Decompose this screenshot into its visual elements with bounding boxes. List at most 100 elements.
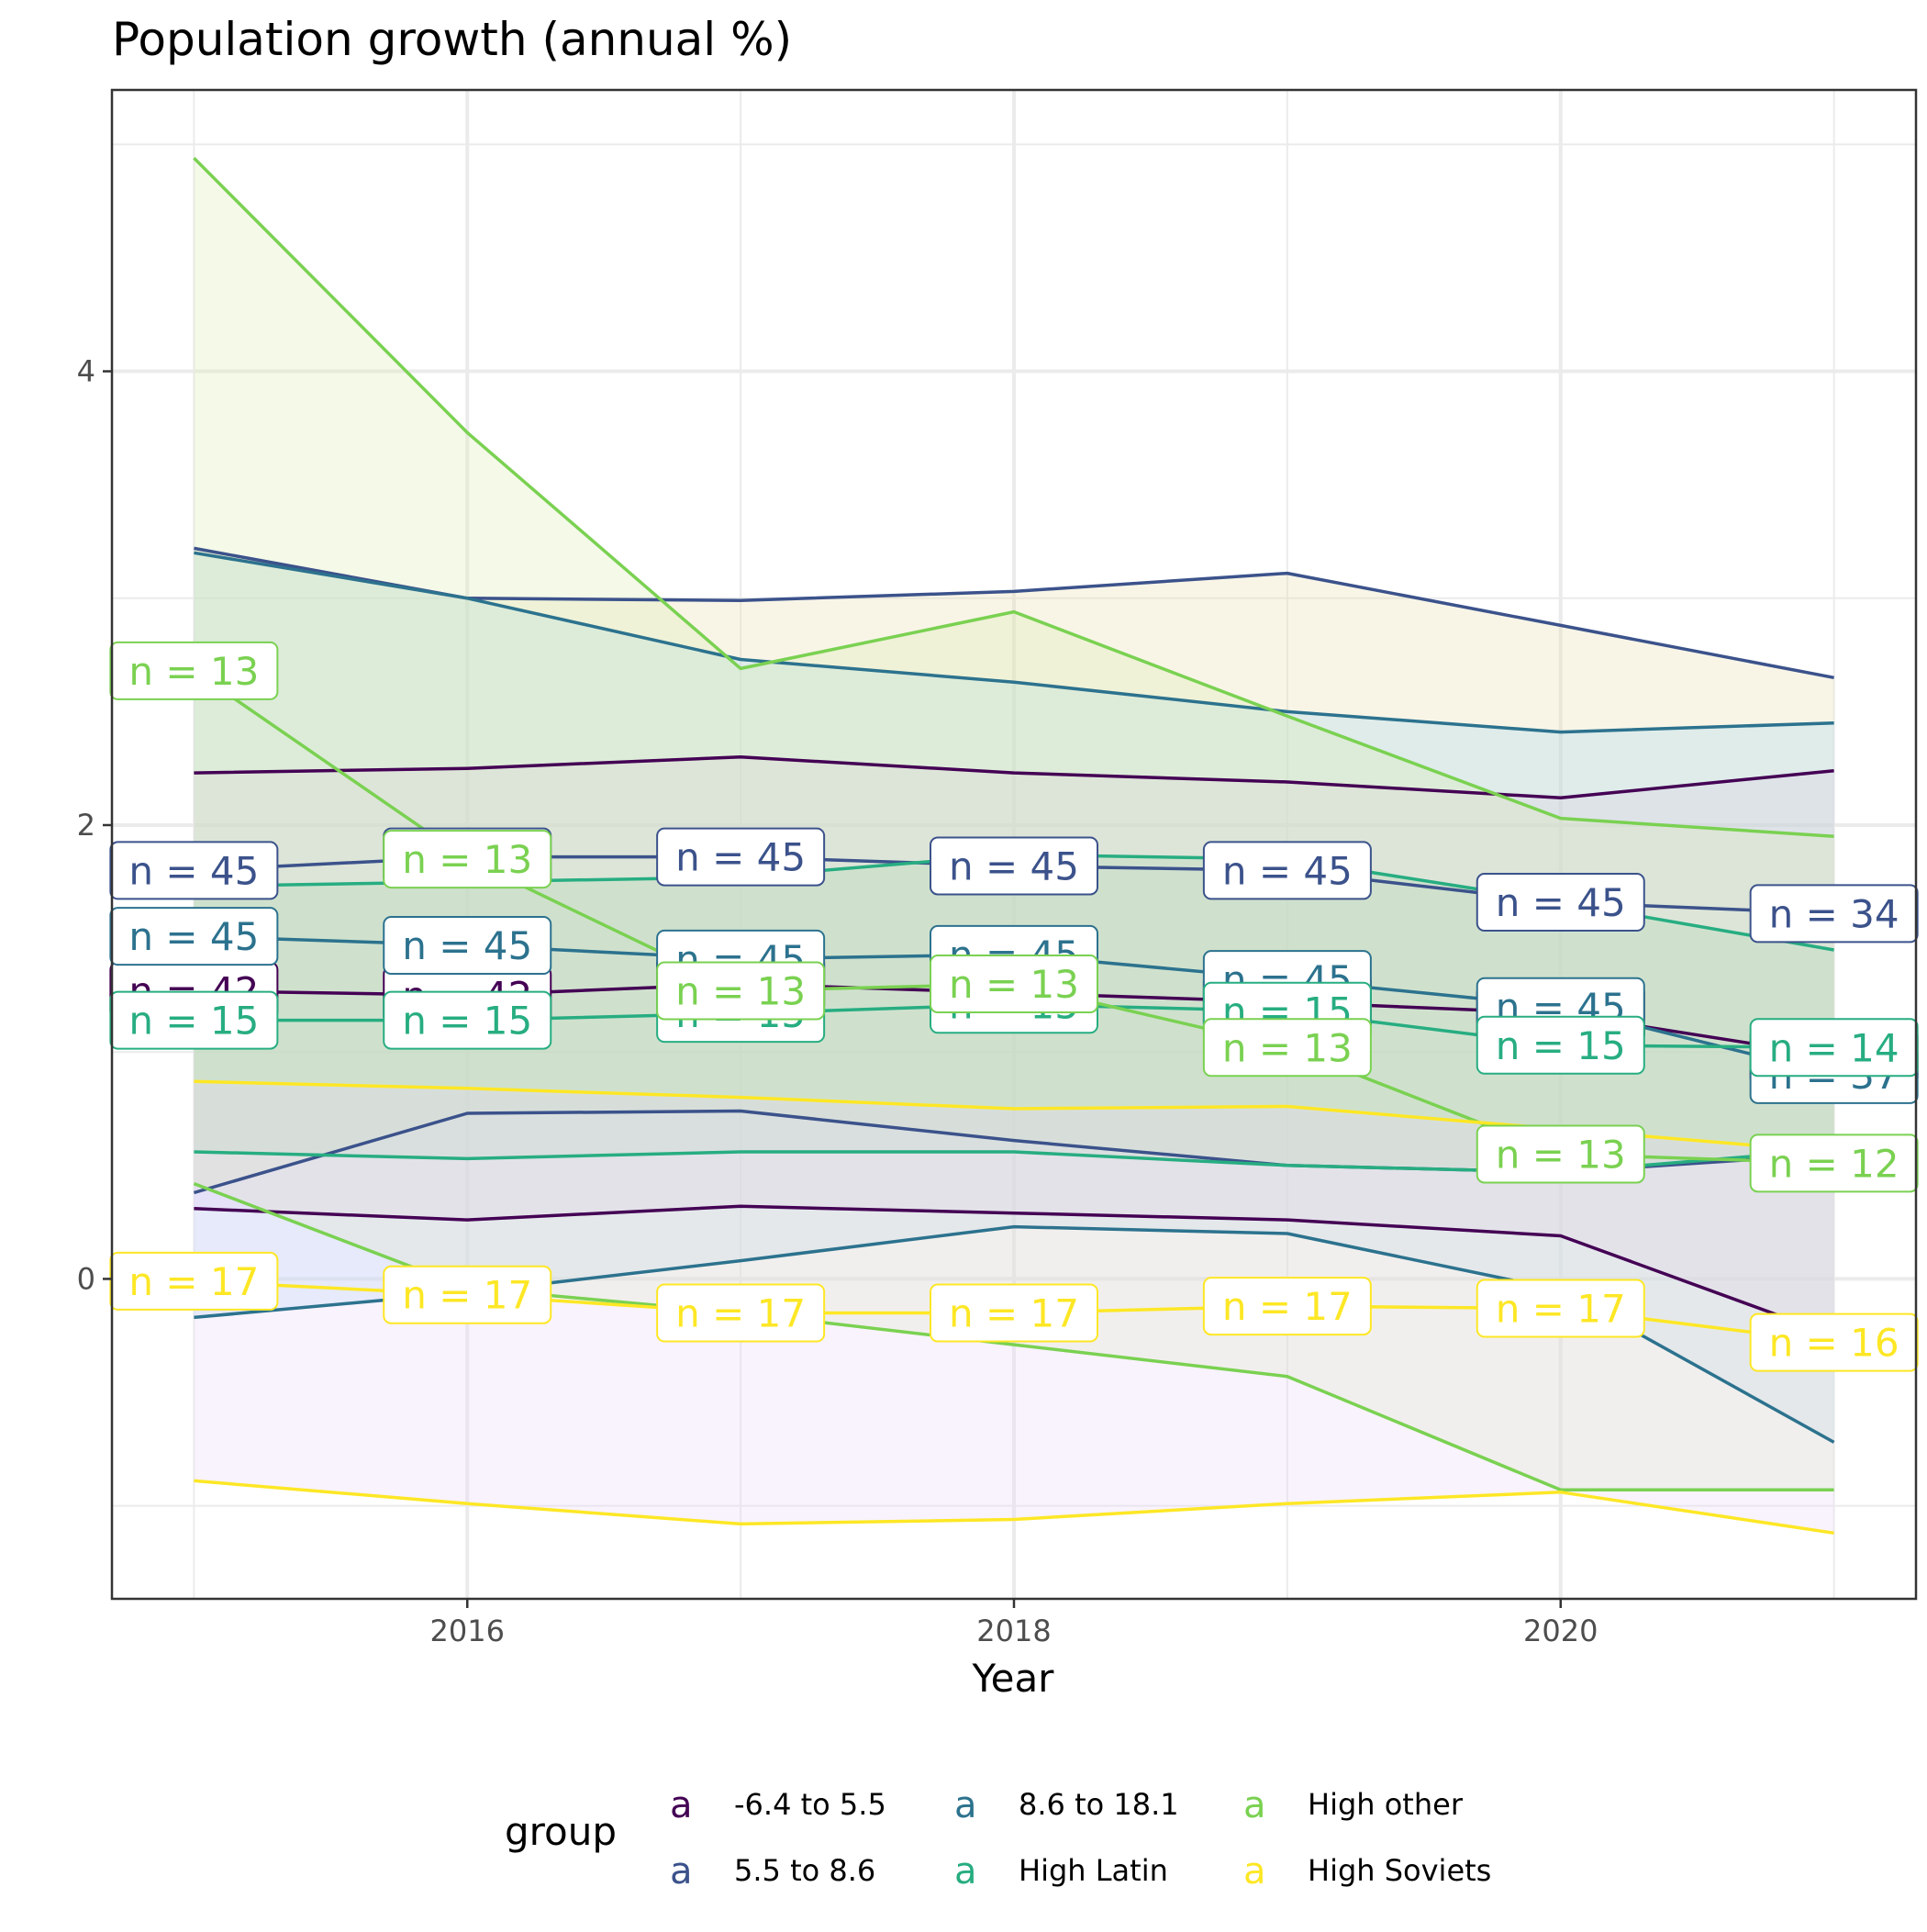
count-label-box (109, 907, 279, 966)
count-label-text: n = 45 (402, 923, 532, 968)
count-label-box (656, 1283, 826, 1343)
count-label-box (109, 641, 279, 700)
count-label-series-2: n = 45 (109, 907, 279, 966)
legend-item-0: a -6.4 to 5.5 (670, 1784, 886, 1826)
count-label-text: n = 17 (1222, 1284, 1353, 1329)
count-label-series-5: n = 17 (1202, 1277, 1372, 1336)
count-label-box (1476, 873, 1645, 932)
count-label-box (1202, 841, 1372, 900)
legend-label: 5.5 to 8.6 (734, 1853, 875, 1888)
legend-label: High Soviets (1308, 1853, 1491, 1888)
y-tick-label: 0 (77, 1261, 95, 1296)
upper-line-series-4 (193, 156, 1834, 839)
count-label-text: n = 45 (128, 848, 259, 893)
count-label-box (383, 830, 552, 889)
count-label-series-5: n = 16 (1749, 1312, 1919, 1372)
legend-key-glyph: a (670, 1784, 693, 1826)
count-label-box (1202, 1018, 1372, 1078)
count-label-series-4: n = 13 (1476, 1124, 1645, 1184)
count-label-box (1749, 1312, 1919, 1372)
legend-item-3: a High Latin (954, 1850, 1168, 1893)
count-label-series-1: n = 34 (1749, 884, 1919, 944)
count-label-box (1202, 1277, 1372, 1336)
axes: 0 2 4 2016 2018 2020 (77, 88, 1918, 1648)
y-tick-label: 2 (77, 808, 95, 843)
legend-key-glyph: a (954, 1784, 977, 1826)
gridlines (112, 90, 1916, 1599)
count-label-text: n = 45 (675, 835, 806, 880)
count-label-series-4: n = 13 (656, 961, 826, 1021)
count-label-text: n = 45 (1222, 848, 1353, 893)
count-label-text: n = 15 (1496, 1023, 1626, 1068)
count-labels: n = 42n = 42n = 42n = 42n = 42n = 42n = … (109, 641, 1919, 1372)
upper-line-series-2 (194, 551, 1834, 734)
legend-item-2: a 8.6 to 18.1 (954, 1784, 1179, 1826)
count-label-series-4: n = 13 (1202, 1018, 1372, 1078)
lower-line-series-0 (194, 1204, 1835, 1337)
count-label-series-5: n = 17 (656, 1283, 826, 1343)
count-label-text: n = 13 (1496, 1132, 1626, 1177)
legend-label: High other (1308, 1787, 1464, 1822)
count-label-text: n = 17 (402, 1273, 532, 1318)
range-band-4 (194, 158, 1834, 1491)
count-label-series-3: n = 15 (1476, 1015, 1645, 1075)
legend-item-5: a High Soviets (1243, 1850, 1491, 1893)
x-axis-title: Year (972, 1656, 1055, 1701)
count-label-series-1: n = 45 (930, 836, 1098, 896)
count-label-series-3: n = 14 (1749, 1018, 1919, 1078)
count-label-text: n = 34 (1769, 891, 1899, 936)
count-label-text: n = 12 (1769, 1141, 1899, 1186)
range-band-0 (194, 756, 1834, 1336)
legend-label: -6.4 to 5.5 (734, 1787, 886, 1822)
count-label-box (109, 990, 279, 1050)
count-label-series-1: n = 45 (656, 827, 826, 887)
count-label-text: n = 17 (128, 1259, 259, 1304)
count-label-box (383, 1265, 552, 1324)
legend-key-glyph: a (1243, 1850, 1266, 1893)
count-label-box (1749, 1134, 1919, 1193)
count-label-series-1: n = 45 (1476, 873, 1645, 932)
count-label-series-3: n = 15 (383, 990, 552, 1050)
legend-key-glyph: a (670, 1850, 693, 1893)
y-tick-label: 4 (77, 354, 95, 389)
count-label-text: n = 17 (949, 1291, 1079, 1336)
count-label-series-1: n = 45 (1202, 841, 1372, 900)
count-label-box (109, 841, 279, 900)
count-label-text: n = 13 (1222, 1025, 1353, 1070)
legend-key-glyph: a (954, 1850, 977, 1893)
count-label-text: n = 45 (1496, 880, 1626, 925)
count-label-box (656, 827, 826, 887)
count-label-series-1: n = 45 (109, 841, 279, 900)
count-label-series-2: n = 45 (383, 916, 552, 976)
legend-key-glyph: a (1243, 1784, 1266, 1826)
count-label-text: n = 17 (675, 1291, 806, 1336)
x-tick-label: 2016 (430, 1614, 505, 1648)
count-label-series-5: n = 17 (930, 1283, 1098, 1343)
legend-item-1: a 5.5 to 8.6 (670, 1850, 875, 1893)
count-label-series-4: n = 13 (109, 641, 279, 700)
count-label-box (1749, 1018, 1919, 1078)
legend-label: High Latin (1019, 1853, 1168, 1888)
count-label-series-5: n = 17 (109, 1251, 279, 1311)
count-label-box (383, 916, 552, 976)
count-label-text: n = 13 (949, 962, 1079, 1007)
count-label-series-5: n = 17 (383, 1265, 552, 1324)
count-label-text: n = 13 (675, 968, 806, 1013)
legend-title: group (505, 1809, 617, 1854)
legend-item-4: a High other (1243, 1784, 1464, 1826)
lower-line-series-5 (194, 1479, 1834, 1536)
upper-line-series-0 (194, 755, 1834, 800)
count-label-box (1476, 1015, 1645, 1075)
legend-label: 8.6 to 18.1 (1019, 1787, 1179, 1822)
count-label-box (1749, 884, 1919, 944)
count-label-text: n = 13 (128, 649, 259, 694)
count-label-series-4: n = 13 (383, 830, 552, 889)
count-label-text: n = 14 (1769, 1025, 1899, 1070)
count-label-series-3: n = 15 (109, 990, 279, 1050)
count-label-series-4: n = 13 (930, 955, 1098, 1014)
count-label-text: n = 45 (128, 914, 259, 959)
legend: group a -6.4 to 5.5 a 5.5 to 8.6 a 8.6 to 18.… (505, 1784, 1491, 1893)
chart-title: Population growth (annual %) (112, 13, 792, 66)
